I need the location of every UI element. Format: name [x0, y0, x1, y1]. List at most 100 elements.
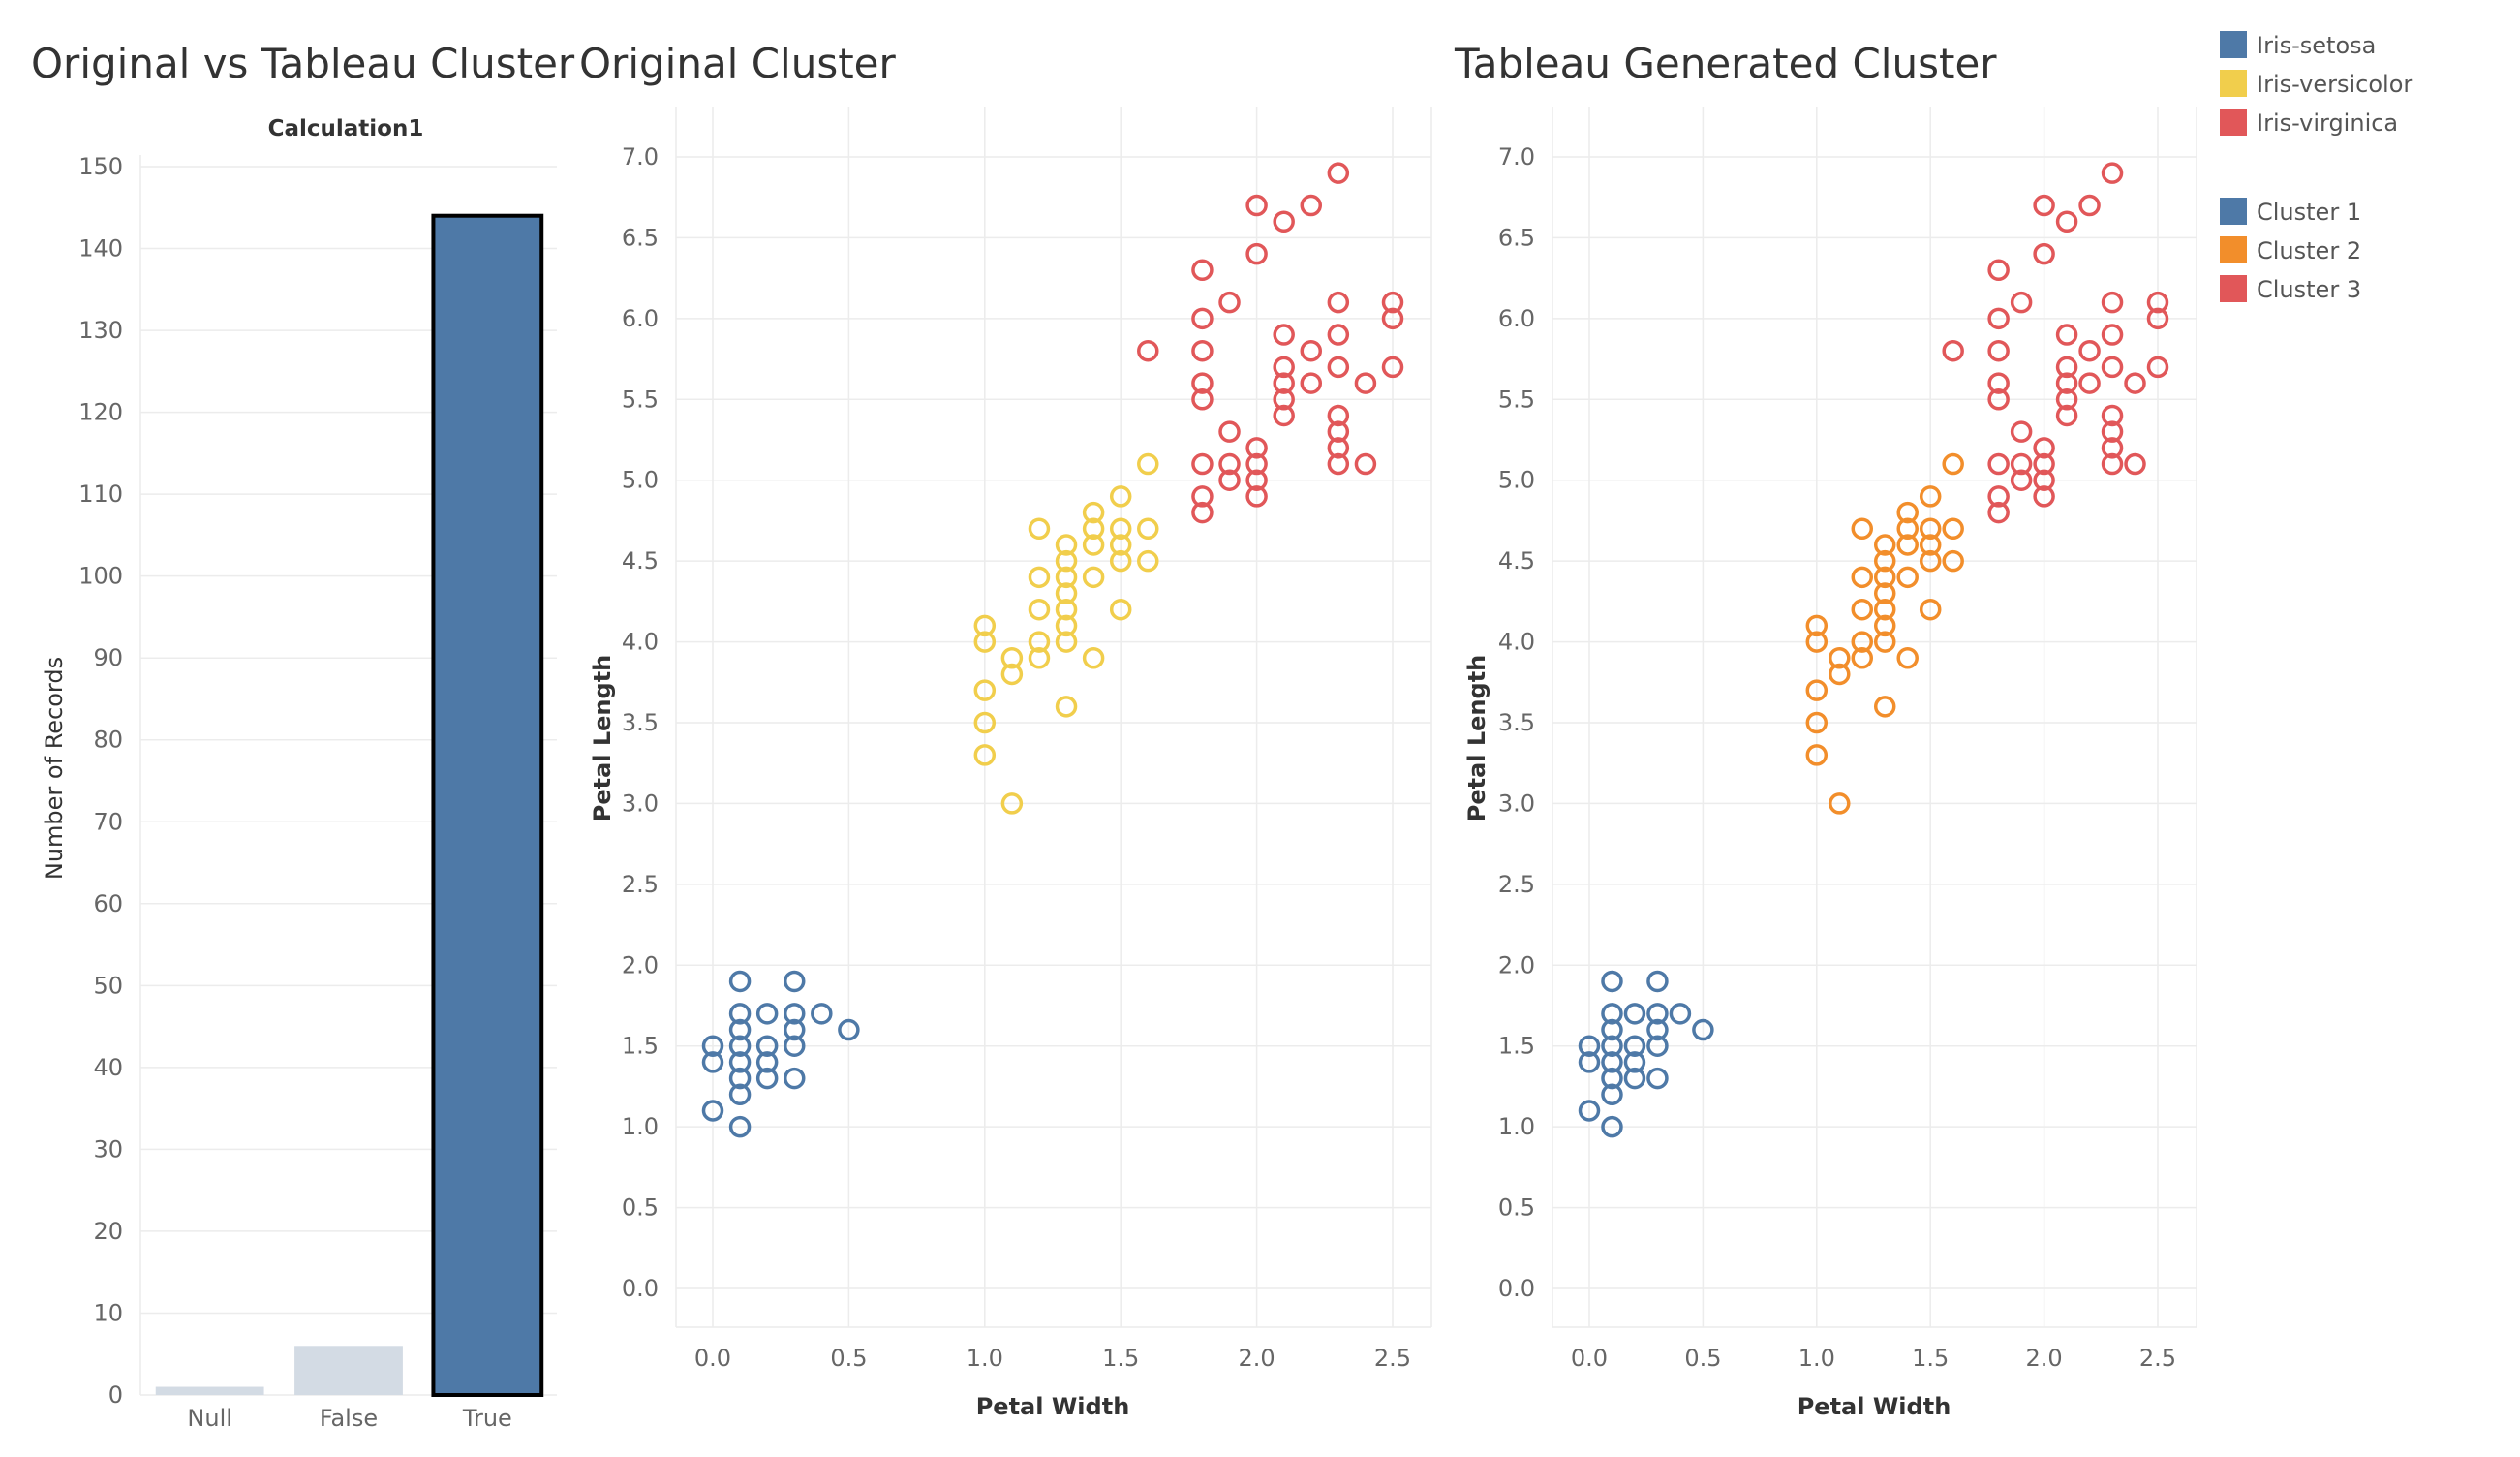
scatter-point[interactable] [1381, 356, 1404, 379]
scatter-point[interactable] [1327, 404, 1350, 427]
scatter-point[interactable] [1601, 970, 1623, 993]
scatter-point[interactable] [1245, 485, 1268, 508]
scatter-point[interactable] [1896, 501, 1919, 524]
scatter-point[interactable] [728, 1083, 752, 1106]
scatter-point[interactable] [1191, 259, 1214, 282]
scatter-point[interactable] [1942, 452, 1964, 476]
scatter-point[interactable] [1028, 647, 1051, 669]
scatter-point[interactable] [1137, 549, 1159, 573]
scatter-point[interactable] [1601, 1003, 1623, 1025]
scatter-point[interactable] [783, 1067, 806, 1090]
scatter-point[interactable] [1987, 452, 2010, 476]
scatter-point[interactable] [1601, 1051, 1623, 1073]
scatter-point[interactable] [2055, 324, 2078, 346]
scatter-point[interactable] [755, 1003, 779, 1025]
scatter-point[interactable] [1896, 647, 1919, 669]
scatter-point[interactable] [728, 1018, 752, 1041]
scatter-point[interactable] [1805, 744, 1829, 766]
scatter-point[interactable] [1851, 566, 1874, 589]
scatter-point[interactable] [1273, 324, 1295, 346]
scatter-point[interactable] [2055, 388, 2078, 411]
scatter-point[interactable] [755, 1035, 779, 1057]
scatter-point[interactable] [783, 970, 806, 993]
scatter-point[interactable] [1873, 696, 1896, 718]
scatter-point[interactable] [1919, 598, 1942, 621]
scatter-point[interactable] [701, 1035, 724, 1057]
scatter-point[interactable] [1055, 549, 1078, 573]
scatter-point[interactable] [1873, 534, 1896, 556]
scatter-point[interactable] [1987, 372, 2010, 394]
scatter-point[interactable] [1028, 566, 1051, 589]
scatter-point[interactable] [1327, 356, 1350, 379]
scatter-point[interactable] [1218, 420, 1241, 443]
scatter-point[interactable] [783, 1035, 806, 1057]
scatter-point[interactable] [1987, 259, 2010, 282]
scatter-point[interactable] [1109, 549, 1132, 573]
scatter-point[interactable] [1218, 452, 1241, 476]
scatter-point[interactable] [973, 679, 997, 701]
scatter-point[interactable] [1327, 162, 1350, 184]
scatter-point[interactable] [2101, 356, 2124, 379]
scatter-point[interactable] [1987, 339, 2010, 362]
scatter-point[interactable] [1851, 598, 1874, 621]
scatter-point[interactable] [1601, 1083, 1623, 1106]
scatter-point[interactable] [1000, 792, 1024, 815]
scatter-point[interactable] [2101, 162, 2124, 184]
scatter-point[interactable] [2055, 356, 2078, 379]
scatter-point[interactable] [1055, 631, 1078, 653]
bar-true[interactable] [431, 213, 544, 1398]
scatter-point[interactable] [728, 1035, 752, 1057]
scatter-point[interactable] [1137, 452, 1159, 476]
scatter-point[interactable] [1191, 452, 1214, 476]
scatter-point[interactable] [728, 970, 752, 993]
scatter-point[interactable] [1082, 517, 1105, 541]
scatter-point[interactable] [1851, 517, 1874, 541]
scatter-point[interactable] [1646, 1003, 1669, 1025]
scatter-point[interactable] [1273, 356, 1295, 379]
scatter-point[interactable] [1601, 1018, 1623, 1041]
scatter-point[interactable] [2146, 291, 2169, 314]
scatter-point[interactable] [973, 631, 997, 653]
scatter-point[interactable] [1805, 679, 1829, 701]
scatter-point[interactable] [2010, 452, 2033, 476]
scatter-point[interactable] [2101, 452, 2124, 476]
scatter-point[interactable] [1601, 1115, 1623, 1138]
scatter-point[interactable] [1245, 469, 1268, 491]
scatter-point[interactable] [1646, 1018, 1669, 1041]
scatter-point[interactable] [1623, 1051, 1646, 1073]
scatter-point[interactable] [1851, 631, 1874, 653]
scatter-point[interactable] [1942, 517, 1964, 541]
scatter-point[interactable] [1896, 534, 1919, 556]
scatter-point[interactable] [1829, 647, 1851, 669]
scatter-point[interactable] [1805, 711, 1829, 734]
scatter-point[interactable] [2010, 291, 2033, 314]
scatter-point[interactable] [1942, 549, 1964, 573]
scatter-point[interactable] [701, 1051, 724, 1073]
scatter-point[interactable] [2146, 356, 2169, 379]
scatter-point[interactable] [1327, 420, 1350, 443]
scatter-point[interactable] [1601, 1067, 1623, 1090]
scatter-point[interactable] [1354, 452, 1377, 476]
scatter-point[interactable] [728, 1115, 752, 1138]
scatter-point[interactable] [2101, 324, 2124, 346]
scatter-point[interactable] [1327, 437, 1350, 459]
scatter-point[interactable] [973, 744, 997, 766]
scatter-point[interactable] [1055, 534, 1078, 556]
scatter-point[interactable] [1327, 324, 1350, 346]
scatter-point[interactable] [1082, 647, 1105, 669]
scatter-point[interactable] [1354, 372, 1377, 394]
scatter-point[interactable] [1623, 1035, 1646, 1057]
scatter-point[interactable] [1942, 339, 1964, 362]
scatter-point[interactable] [1987, 485, 2010, 508]
scatter-point[interactable] [2033, 194, 2055, 217]
scatter-point[interactable] [1055, 598, 1078, 621]
scatter-point[interactable] [1987, 307, 2010, 330]
scatter-point[interactable] [1055, 582, 1078, 604]
scatter-point[interactable] [1851, 647, 1874, 669]
scatter-point[interactable] [1381, 307, 1404, 330]
scatter-point[interactable] [2033, 452, 2055, 476]
scatter-point[interactable] [783, 1003, 806, 1025]
scatter-point[interactable] [1000, 663, 1024, 686]
scatter-point[interactable] [1245, 194, 1268, 217]
scatter-point[interactable] [811, 1003, 833, 1025]
